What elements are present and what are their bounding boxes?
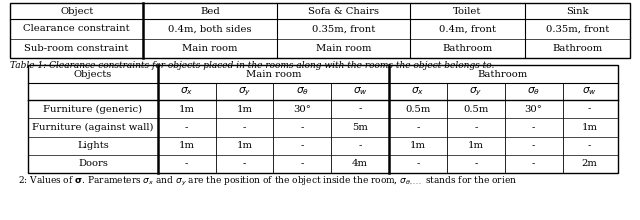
Text: $\sigma_x$: $\sigma_x$: [412, 86, 424, 97]
Text: -: -: [185, 159, 188, 168]
Text: 1m: 1m: [410, 141, 426, 150]
Text: 1m: 1m: [237, 105, 253, 114]
Text: Bed: Bed: [200, 7, 220, 15]
Text: 1m: 1m: [468, 141, 484, 150]
Text: Main room: Main room: [316, 44, 371, 53]
Text: Sub-room constraint: Sub-room constraint: [24, 44, 129, 53]
Text: 1m: 1m: [179, 141, 195, 150]
Text: -: -: [301, 159, 304, 168]
Text: -: -: [243, 159, 246, 168]
Text: 2m: 2m: [582, 159, 598, 168]
Text: -: -: [474, 159, 477, 168]
Text: Objects: Objects: [74, 70, 112, 79]
Text: $\sigma_w$: $\sigma_w$: [582, 86, 597, 97]
Text: -: -: [588, 105, 591, 114]
Text: 4m: 4m: [352, 159, 368, 168]
Text: 0.35m, front: 0.35m, front: [312, 24, 375, 33]
Text: $\sigma_w$: $\sigma_w$: [353, 86, 367, 97]
Text: 1m: 1m: [179, 105, 195, 114]
Text: -: -: [301, 141, 304, 150]
Text: Bathroom: Bathroom: [478, 70, 528, 79]
Text: $\sigma_y$: $\sigma_y$: [238, 85, 251, 98]
Text: -: -: [416, 159, 420, 168]
Text: 1m: 1m: [237, 141, 253, 150]
Text: 2: Values of $\mathbf{\sigma}$. Parameters $\sigma_x$ and $\sigma_y$ are the pos: 2: Values of $\mathbf{\sigma}$. Paramete…: [18, 175, 517, 188]
Text: Sink: Sink: [566, 7, 589, 15]
Text: 5m: 5m: [352, 123, 368, 132]
Text: $\sigma_y$: $\sigma_y$: [469, 85, 483, 98]
Text: -: -: [185, 123, 188, 132]
Text: -: -: [416, 123, 420, 132]
Text: Furniture (against wall): Furniture (against wall): [32, 123, 154, 132]
Text: Object: Object: [60, 7, 93, 15]
Text: 0.4m, front: 0.4m, front: [439, 24, 496, 33]
Text: Lights: Lights: [77, 141, 109, 150]
Text: Bathroom: Bathroom: [442, 44, 492, 53]
Text: Clearance constraint: Clearance constraint: [23, 24, 130, 33]
Text: -: -: [358, 141, 362, 150]
Text: -: -: [532, 159, 535, 168]
Text: Table 1: Clearance constraints for objects placed in the rooms along with the ro: Table 1: Clearance constraints for objec…: [10, 61, 494, 70]
Text: Doors: Doors: [78, 159, 108, 168]
Text: 0.4m, both sides: 0.4m, both sides: [168, 24, 252, 33]
Text: 30°: 30°: [293, 105, 311, 114]
Text: Toilet: Toilet: [453, 7, 481, 15]
Text: $\sigma_x$: $\sigma_x$: [180, 86, 193, 97]
Text: -: -: [532, 123, 535, 132]
Text: -: -: [358, 105, 362, 114]
Text: -: -: [532, 141, 535, 150]
Text: Main room: Main room: [246, 70, 301, 79]
Text: 0.5m: 0.5m: [463, 105, 488, 114]
Bar: [10, 3, 630, 58]
Text: $\sigma_\theta$: $\sigma_\theta$: [527, 86, 540, 97]
Text: $\sigma_\theta$: $\sigma_\theta$: [296, 86, 309, 97]
Text: -: -: [474, 123, 477, 132]
Bar: [28, 65, 618, 173]
Text: Bathroom: Bathroom: [552, 44, 602, 53]
Text: 0.35m, front: 0.35m, front: [546, 24, 609, 33]
Text: 0.5m: 0.5m: [405, 105, 431, 114]
Text: Furniture (generic): Furniture (generic): [44, 104, 143, 114]
Text: -: -: [301, 123, 304, 132]
Text: 1m: 1m: [582, 123, 598, 132]
Text: -: -: [243, 123, 246, 132]
Text: -: -: [588, 141, 591, 150]
Text: Main room: Main room: [182, 44, 237, 53]
Text: Sofa & Chairs: Sofa & Chairs: [308, 7, 379, 15]
Text: 30°: 30°: [525, 105, 543, 114]
